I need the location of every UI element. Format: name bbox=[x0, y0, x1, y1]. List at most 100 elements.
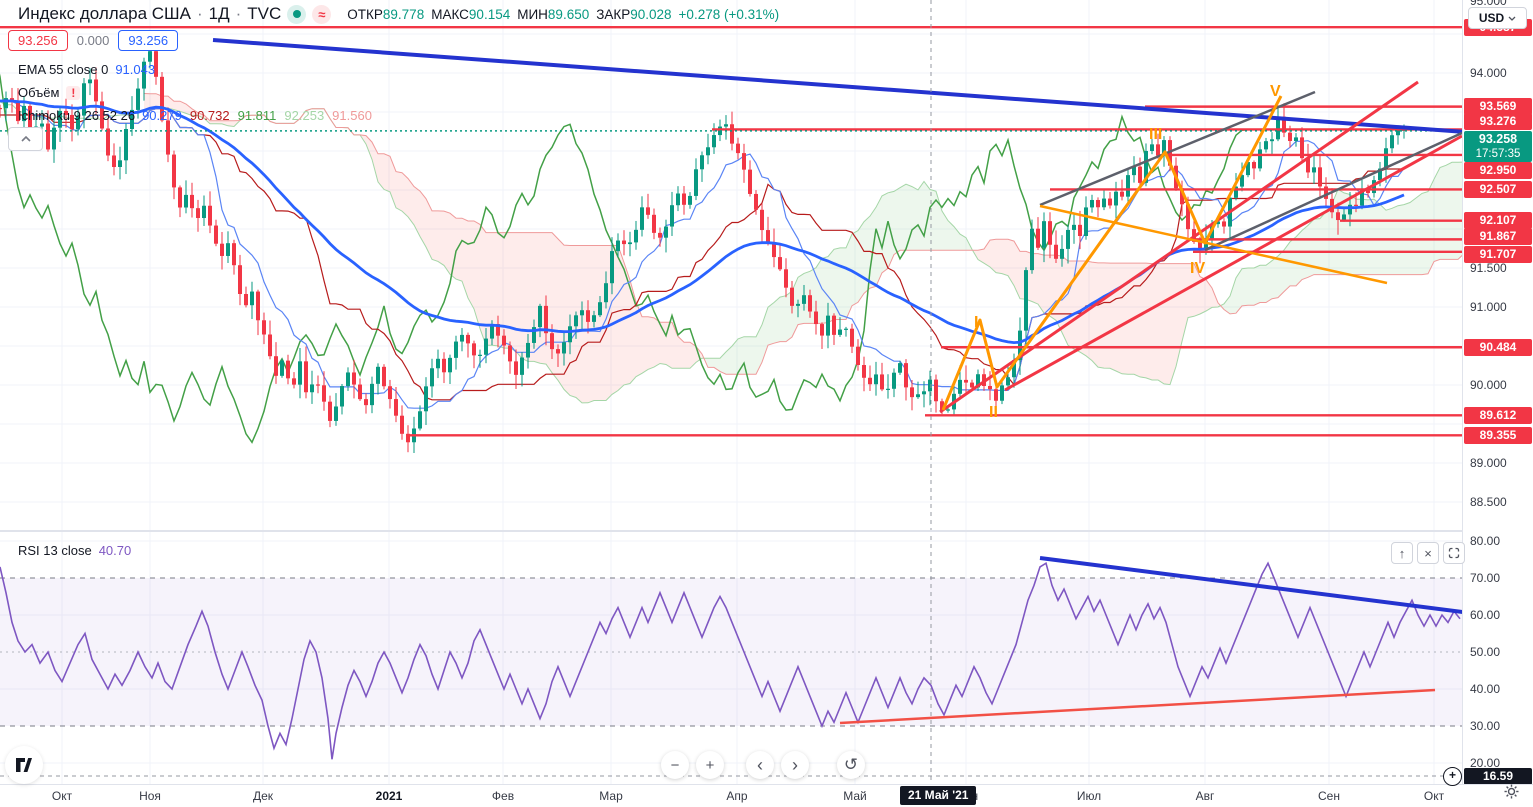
wave-label-I: I bbox=[974, 314, 978, 331]
add-alert-plus-button[interactable]: + bbox=[1443, 767, 1462, 786]
price-axis-label: 90.000 bbox=[1470, 378, 1507, 392]
price-axis-label: 89.000 bbox=[1470, 456, 1507, 470]
reset-chart-button[interactable]: ↺ bbox=[837, 751, 865, 779]
time-axis[interactable]: ОктСенАвгИюлИюнМайАпрМарФев2021ДекНояОкт… bbox=[0, 784, 1533, 807]
senkou-b-line bbox=[143, 93, 1462, 375]
price-level-tag: 92.107 bbox=[1464, 212, 1532, 230]
time-axis-label: Ноя bbox=[139, 789, 161, 803]
ichimoku-value: 91.560 bbox=[332, 108, 372, 123]
drawing-price-tags: 93.256 0.000 93.256 bbox=[8, 30, 179, 51]
price-level-lines bbox=[0, 26, 1462, 437]
scroll-left-button[interactable]: ‹ bbox=[746, 751, 774, 779]
drawing-delta: 0.000 bbox=[76, 33, 110, 48]
rsi-axis-label: 50.00 bbox=[1470, 645, 1501, 659]
price-axis-label: 91.500 bbox=[1470, 261, 1507, 275]
chevron-down-icon bbox=[1508, 16, 1516, 21]
price-level-tag: 92.950 bbox=[1464, 162, 1532, 180]
low-value: 89.650 bbox=[547, 6, 590, 22]
collapse-legend-button[interactable] bbox=[8, 127, 43, 151]
descending-blue-rsi-trendline[interactable] bbox=[1039, 556, 1533, 623]
tradingview-logo[interactable] bbox=[5, 746, 43, 784]
symbol-title[interactable]: Индекс доллара США bbox=[18, 4, 191, 23]
rising-gray-trendline-2[interactable] bbox=[1204, 131, 1463, 252]
price-axis-label: 88.500 bbox=[1470, 495, 1507, 509]
rising-red-trendline-short[interactable] bbox=[1004, 134, 1463, 392]
drawing-end-price-tag[interactable]: 93.256 bbox=[118, 30, 179, 51]
price-level-tag: 89.612 bbox=[1464, 406, 1532, 424]
price-level-tag: 93.276 bbox=[1464, 112, 1532, 130]
time-axis-label: Мар bbox=[599, 789, 623, 803]
chikou-line bbox=[0, 73, 1249, 444]
time-axis-settings-gear-icon[interactable] bbox=[1504, 784, 1519, 804]
price-axis-label: 94.000 bbox=[1470, 66, 1507, 80]
wave-label-III: III bbox=[1149, 126, 1162, 143]
pane-close-button[interactable]: × bbox=[1417, 542, 1439, 564]
descending-orange-line[interactable] bbox=[1039, 204, 1388, 285]
elliott-wave-zigzag[interactable] bbox=[941, 95, 1283, 411]
approx-values-icon: ≈ bbox=[312, 4, 332, 24]
maximize-icon bbox=[1448, 547, 1460, 559]
rising-gray-trendline-1[interactable] bbox=[1039, 90, 1316, 207]
legend-rsi: RSI 13 close 40.70 bbox=[18, 543, 131, 558]
ichimoku-value: 90.732 bbox=[189, 108, 230, 123]
rsi-indicator-title[interactable]: RSI 13 close bbox=[18, 543, 92, 558]
rsi-axis-label: 80.00 bbox=[1470, 534, 1501, 548]
pane-maximize-button[interactable] bbox=[1443, 542, 1465, 564]
descending-blue-trendline[interactable] bbox=[212, 38, 1533, 139]
rsi-axis-label: 30.00 bbox=[1470, 719, 1501, 733]
senkou-a-line bbox=[0, 101, 1462, 404]
time-axis-label: Сен bbox=[1318, 789, 1340, 803]
scroll-right-button[interactable]: › bbox=[781, 751, 809, 779]
time-axis-label: Окт bbox=[51, 789, 73, 803]
ichimoku-value: 91.811 bbox=[237, 108, 277, 123]
legend-ema: EMA 55 close 0 91.043 bbox=[18, 62, 155, 77]
rsi-axis-label: 60.00 bbox=[1470, 608, 1501, 622]
price-level-tag: 89.355 bbox=[1464, 426, 1532, 444]
rsi-axis-label: 40.00 bbox=[1470, 682, 1501, 696]
volume-indicator-title[interactable]: Объём bbox=[18, 85, 60, 100]
chevron-up-icon bbox=[20, 136, 31, 142]
rsi-pane bbox=[0, 561, 1462, 760]
price-axis-label: 95.000 bbox=[1470, 0, 1507, 8]
crosshair-date-tag: 21 Май '21 bbox=[900, 786, 977, 805]
separator: · bbox=[196, 4, 203, 23]
rsi-axis-label: 20.00 bbox=[1470, 756, 1501, 770]
time-axis-label: Авг bbox=[1195, 789, 1215, 803]
legend-volume: Объём ! bbox=[18, 85, 81, 100]
pane-move-up-button[interactable]: ↑ bbox=[1391, 542, 1413, 564]
time-axis-label: Окт bbox=[1423, 789, 1445, 803]
price-axis[interactable]: USD 93.258 17:57:35 16.59 95.000 94.000 91… bbox=[1462, 0, 1533, 785]
drawing-start-price-tag[interactable]: 93.256 bbox=[8, 30, 68, 51]
rsi-pane-controls: ↑ × bbox=[1391, 542, 1465, 564]
current-price-tag: 93.258 17:57:35 bbox=[1464, 130, 1532, 162]
ichimoku-values: 90.279 90.732 91.811 92.253 91.560 bbox=[142, 108, 380, 123]
time-axis-label: 2021 bbox=[375, 789, 403, 803]
ichimoku-indicator-title[interactable]: Ichimoku 9 26 52 26 bbox=[18, 108, 136, 123]
ichimoku-value: 92.253 bbox=[284, 108, 325, 123]
zoom-in-button[interactable]: + bbox=[696, 751, 724, 779]
rsi-band bbox=[0, 578, 1462, 726]
ichimoku-cloud bbox=[144, 93, 1462, 403]
interval-label[interactable]: 1Д bbox=[208, 4, 230, 23]
currency-dropdown[interactable]: USD bbox=[1468, 7, 1527, 29]
time-axis-label: Апр bbox=[726, 789, 748, 803]
ema-indicator-title[interactable]: EMA 55 close 0 bbox=[18, 62, 109, 77]
time-axis-label: Дек bbox=[252, 789, 274, 803]
ohlc-readout: ОТКР89.778 МАКС90.154 МИН89.650 ЗАКР90.0… bbox=[347, 6, 780, 22]
rsi-line bbox=[0, 561, 1461, 760]
rising-red-rsi-trendline[interactable] bbox=[839, 688, 1436, 725]
exchange-label: TVC bbox=[247, 4, 282, 23]
time-axis-label: Июл bbox=[1076, 789, 1102, 803]
price-level-tag: 91.867 bbox=[1464, 227, 1532, 245]
ema55-line bbox=[0, 99, 1405, 345]
crosshair-value-tag: 16.59 bbox=[1464, 768, 1532, 785]
rising-red-trendline-long[interactable] bbox=[939, 80, 1419, 414]
current-price: 93.258 bbox=[1478, 131, 1518, 146]
zoom-out-button[interactable]: − bbox=[661, 751, 689, 779]
time-axis-label: Фев bbox=[491, 789, 515, 803]
price-level-tag: 90.484 bbox=[1464, 338, 1532, 356]
ema-value: 91.043 bbox=[115, 62, 156, 77]
change-value: +0.278 (+0.31%) bbox=[678, 6, 780, 22]
volume-warning-icon[interactable]: ! bbox=[66, 85, 81, 100]
tv-logo-icon bbox=[16, 758, 32, 772]
